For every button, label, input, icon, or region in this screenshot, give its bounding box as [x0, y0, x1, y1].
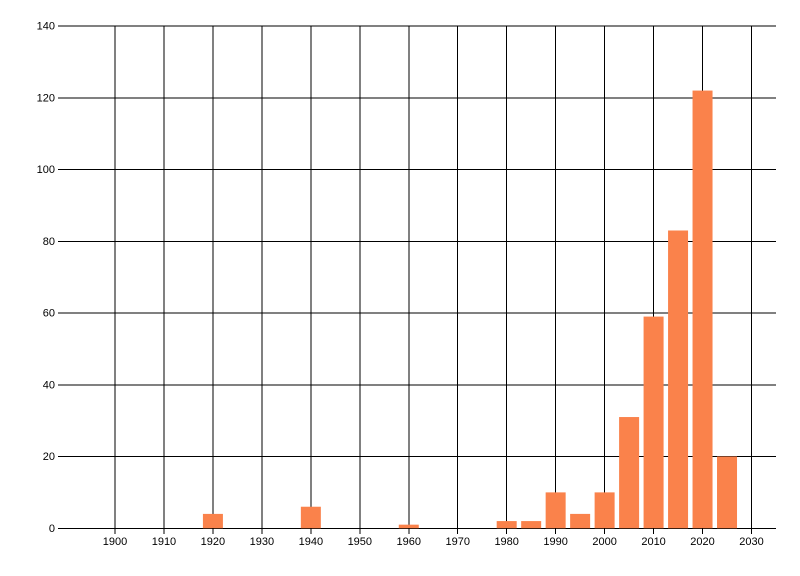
- svg-text:1930: 1930: [250, 536, 274, 548]
- svg-text:2020: 2020: [690, 536, 714, 548]
- svg-text:1950: 1950: [348, 536, 372, 548]
- svg-text:80: 80: [43, 236, 55, 248]
- svg-text:1960: 1960: [397, 536, 421, 548]
- svg-text:2030: 2030: [739, 536, 763, 548]
- svg-text:2000: 2000: [592, 536, 616, 548]
- svg-text:140: 140: [37, 21, 55, 33]
- svg-text:1940: 1940: [299, 536, 323, 548]
- svg-text:1980: 1980: [494, 536, 518, 548]
- svg-text:0: 0: [49, 523, 55, 535]
- svg-text:20: 20: [43, 451, 55, 463]
- svg-text:100: 100: [37, 164, 55, 176]
- svg-text:1910: 1910: [152, 536, 176, 548]
- svg-text:1900: 1900: [103, 536, 127, 548]
- svg-text:1970: 1970: [445, 536, 469, 548]
- svg-text:1920: 1920: [201, 536, 225, 548]
- svg-text:120: 120: [37, 92, 55, 104]
- svg-text:40: 40: [43, 379, 55, 391]
- svg-text:60: 60: [43, 308, 55, 320]
- svg-text:1990: 1990: [543, 536, 567, 548]
- svg-text:2010: 2010: [641, 536, 665, 548]
